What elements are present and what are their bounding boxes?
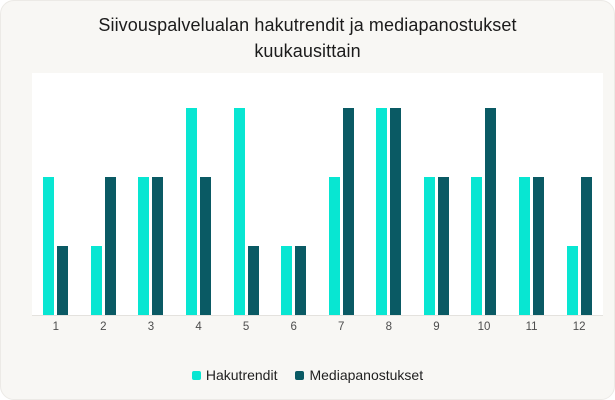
x-axis-label-7: 7 <box>338 321 345 333</box>
bar-group-5 <box>222 73 270 315</box>
legend-swatch-mediapanostukset <box>295 370 305 380</box>
bar-hakutrendit-12 <box>566 246 578 315</box>
bar-hakutrendit-9 <box>423 177 435 315</box>
x-axis-labels: 1 2 3 4 5 6 7 8 9 10 11 12 <box>32 321 603 333</box>
bar-hakutrendit-1 <box>43 177 55 315</box>
legend-label-hakutrendit: Hakutrendit <box>205 367 278 383</box>
bar-group-9 <box>413 73 461 315</box>
x-axis-label-8: 8 <box>385 321 393 333</box>
bar-group-10 <box>460 73 508 315</box>
x-axis-label-11: 11 <box>525 321 538 333</box>
bar-hakutrendit-4 <box>186 108 198 315</box>
bar-mediapanostukset-11 <box>533 177 545 315</box>
bar-mediapanostukset-2 <box>104 177 116 315</box>
bar-group-1 <box>32 73 80 315</box>
bar-mediapanostukset-9 <box>437 177 449 315</box>
bar-hakutrendit-7 <box>328 177 340 315</box>
bar-hakutrendit-8 <box>376 108 388 315</box>
legend-swatch-hakutrendit <box>191 370 201 380</box>
x-axis-label-9: 9 <box>433 321 440 333</box>
legend-item-mediapanostukset: Mediapanostukset <box>295 367 423 383</box>
bar-mediapanostukset-6 <box>295 246 307 315</box>
bar-hakutrendit-6 <box>281 246 293 315</box>
bar-group-6 <box>270 73 318 315</box>
bar-mediapanostukset-3 <box>152 177 164 315</box>
bar-mediapanostukset-12 <box>580 177 592 315</box>
bar-group-7 <box>317 73 365 315</box>
bar-group-4 <box>175 73 223 315</box>
bar-mediapanostukset-5 <box>247 246 259 315</box>
bar-mediapanostukset-1 <box>57 246 69 315</box>
bar-hakutrendit-5 <box>233 108 245 315</box>
x-axis-label-12: 12 <box>572 321 586 333</box>
bar-hakutrendit-11 <box>519 177 531 315</box>
x-axis-label-1: 1 <box>52 321 59 333</box>
chart-title: Siivouspalvelualan hakutrendit ja mediap… <box>98 15 517 61</box>
bar-group-8 <box>365 73 413 315</box>
legend-label-mediapanostukset: Mediapanostukset <box>309 367 424 383</box>
bar-group-2 <box>80 73 128 315</box>
x-axis-label-3: 3 <box>147 321 155 333</box>
bar-mediapanostukset-4 <box>200 177 212 315</box>
bar-group-12 <box>555 73 603 315</box>
x-axis-label-4: 4 <box>195 321 202 333</box>
bar-group-3 <box>127 73 175 315</box>
legend: Hakutrendit Mediapanostukset <box>1 367 614 383</box>
bar-mediapanostukset-8 <box>390 108 402 315</box>
x-axis-label-5: 5 <box>242 321 250 333</box>
bar-group-11 <box>508 73 556 315</box>
bar-hakutrendit-10 <box>471 177 483 315</box>
bar-hakutrendit-2 <box>90 246 102 315</box>
legend-item-hakutrendit: Hakutrendit <box>191 367 278 383</box>
bar-mediapanostukset-10 <box>485 108 497 315</box>
plot-area <box>32 73 603 316</box>
bar-mediapanostukset-7 <box>342 108 354 315</box>
bar-hakutrendit-3 <box>138 177 150 315</box>
x-axis-label-10: 10 <box>477 321 491 333</box>
x-axis-label-6: 6 <box>290 321 297 333</box>
x-axis-label-2: 2 <box>100 321 107 333</box>
